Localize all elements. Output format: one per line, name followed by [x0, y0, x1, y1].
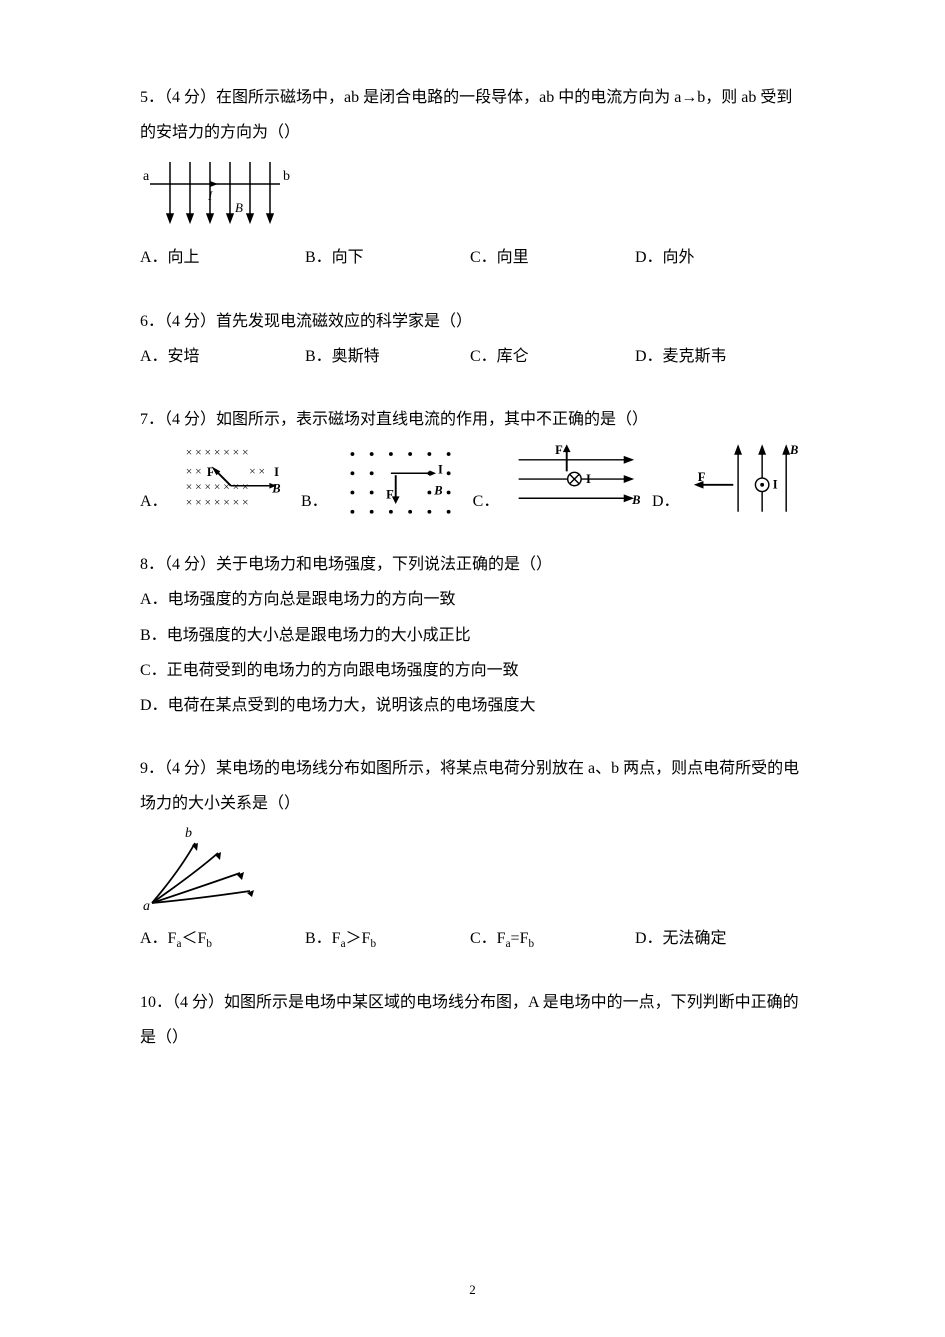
question-6: 6．（4 分）首先发现电流磁效应的科学家是（） A．安培 B．奥斯特 C．库仑 …: [140, 304, 805, 374]
page-number: 2: [0, 1276, 945, 1305]
svg-text:× × × × × × ×: × × × × × × ×: [185, 447, 248, 459]
q5-figure: a b I B: [140, 154, 805, 234]
q8-option-d: D．电荷在某点受到的电场力大，说明该点的电场强度大: [140, 688, 805, 723]
q9-b-mid: ＞F: [346, 930, 371, 947]
q6-options: A．安培 B．奥斯特 C．库仑 D．麦克斯韦: [140, 339, 805, 374]
question-7: 7．（4 分）如图所示，表示磁场对直线电流的作用，其中不正确的是（） A． × …: [140, 402, 805, 519]
q5-text: 5．（4 分）在图所示磁场中，ab 是闭合电路的一段导体，ab 中的电流方向为 …: [140, 80, 805, 150]
q8-options: A．电场强度的方向总是跟电场力的方向一致 B．电场强度的大小总是跟电场力的大小成…: [140, 582, 805, 723]
q9-b-sub2: b: [370, 939, 376, 951]
q7-label-c: C．: [473, 484, 500, 519]
svg-text:F: F: [556, 443, 564, 457]
question-9: 9．（4 分）某电场的电场线分布如图所示，将某点电荷分别放在 a、b 两点，则点…: [140, 751, 805, 957]
q8-option-c: C．正电荷受到的电场力的方向跟电场强度的方向一致: [140, 653, 805, 688]
svg-text:I: I: [772, 478, 777, 492]
q7-text: 7．（4 分）如图所示，表示磁场对直线电流的作用，其中不正确的是（）: [140, 402, 805, 437]
q5-option-a: A．向上: [140, 240, 305, 275]
q7-figure-a: × × × × × × × × × × × × × × × × × × × × …: [178, 441, 293, 519]
q8-option-b: B．电场强度的大小总是跟电场力的大小成正比: [140, 618, 805, 653]
q9-option-c: C．Fa=Fb: [470, 921, 635, 957]
q7-figure-b: I F B: [338, 441, 465, 519]
svg-text:B: B: [631, 493, 640, 507]
svg-text:× × × × × × ×: × × × × × × ×: [185, 497, 248, 509]
q9-text: 9．（4 分）某电场的电场线分布如图所示，将某点电荷分别放在 a、b 两点，则点…: [140, 751, 805, 821]
q9-b-pre: B．F: [305, 930, 341, 947]
q6-option-d: D．麦克斯韦: [635, 339, 800, 374]
page: 5．（4 分）在图所示磁场中，ab 是闭合电路的一段导体，ab 中的电流方向为 …: [0, 0, 945, 1337]
q8-text: 8．（4 分）关于电场力和电场强度，下列说法正确的是（）: [140, 547, 805, 582]
svg-text:b: b: [283, 169, 290, 184]
q6-option-b: B．奥斯特: [305, 339, 470, 374]
q7-figures-row: A． × × × × × × × × × × × × × × × × × × ×…: [140, 441, 805, 519]
svg-text:B: B: [235, 200, 243, 215]
svg-text:I: I: [586, 472, 591, 486]
svg-text:F: F: [206, 465, 214, 479]
q8-option-a: A．电场强度的方向总是跟电场力的方向一致: [140, 582, 805, 617]
svg-text:a: a: [143, 899, 150, 914]
q5-options: A．向上 B．向下 C．向里 D．向外: [140, 240, 805, 275]
question-5: 5．（4 分）在图所示磁场中，ab 是闭合电路的一段导体，ab 中的电流方向为 …: [140, 80, 805, 276]
question-10: 10．（4 分）如图所示是电场中某区域的电场线分布图，A 是电场中的一点，下列判…: [140, 985, 805, 1055]
q9-option-a: A．Fa＜Fb: [140, 921, 305, 957]
svg-text:F: F: [386, 487, 394, 501]
q9-a-sub2: b: [206, 939, 212, 951]
q9-option-b: B．Fa＞Fb: [305, 921, 470, 957]
q6-option-c: C．库仑: [470, 339, 635, 374]
q9-a-pre: A．F: [140, 930, 176, 947]
svg-text:× × × × × × ×: × × × × × × ×: [185, 482, 248, 494]
q6-text: 6．（4 分）首先发现电流磁效应的科学家是（）: [140, 304, 805, 339]
q9-c-mid: =F: [511, 930, 529, 947]
q7-figure-d: B I F: [690, 441, 805, 519]
q9-figure: a b: [140, 825, 805, 915]
q7-figure-c: B I F: [509, 441, 644, 519]
q7-label-b: B．: [301, 484, 328, 519]
svg-text:× ×: × ×: [185, 466, 201, 478]
svg-text:I: I: [274, 465, 279, 479]
question-8: 8．（4 分）关于电场力和电场强度，下列说法正确的是（） A．电场强度的方向总是…: [140, 547, 805, 723]
q5-option-b: B．向下: [305, 240, 470, 275]
q7-label-a: A．: [140, 484, 168, 519]
svg-text:a: a: [143, 169, 150, 184]
q9-option-d: D．无法确定: [635, 921, 800, 957]
q9-c-pre: C．F: [470, 930, 506, 947]
svg-text:b: b: [185, 826, 192, 841]
svg-text:B: B: [271, 482, 280, 496]
svg-text:I: I: [438, 462, 443, 476]
q10-text: 10．（4 分）如图所示是电场中某区域的电场线分布图，A 是电场中的一点，下列判…: [140, 985, 805, 1055]
q5-option-c: C．向里: [470, 240, 635, 275]
svg-text:F: F: [697, 470, 705, 484]
q9-c-sub2: b: [528, 939, 534, 951]
svg-text:B: B: [433, 484, 442, 498]
q7-label-d: D．: [652, 484, 680, 519]
svg-text:× ×: × ×: [249, 466, 265, 478]
q9-a-mid: ＜F: [181, 930, 206, 947]
q6-option-a: A．安培: [140, 339, 305, 374]
q9-options: A．Fa＜Fb B．Fa＞Fb C．Fa=Fb D．无法确定: [140, 921, 805, 957]
svg-text:B: B: [789, 443, 798, 457]
q5-option-d: D．向外: [635, 240, 800, 275]
